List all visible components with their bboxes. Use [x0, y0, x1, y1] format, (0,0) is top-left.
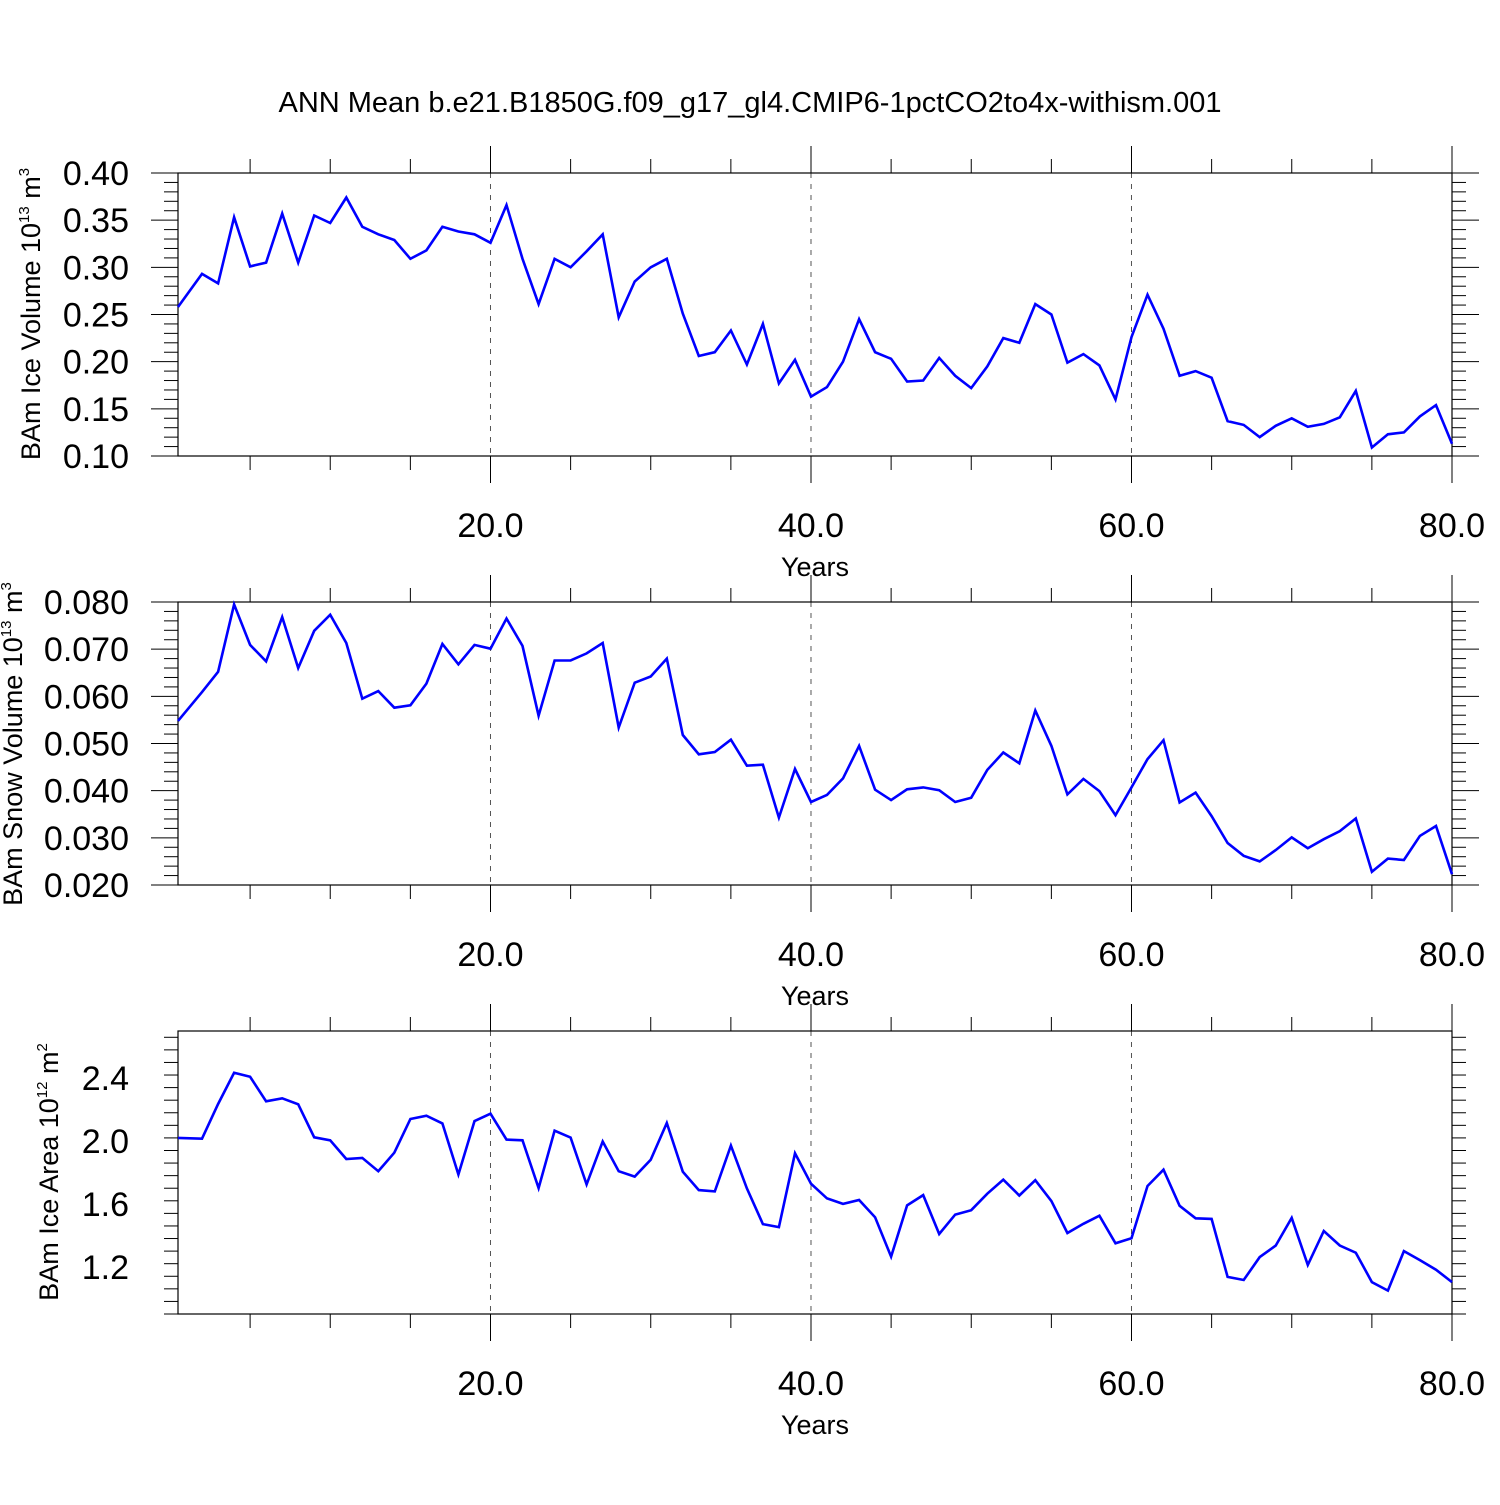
- chart-title: ANN Mean b.e21.B1850G.f09_g17_gl4.CMIP6-…: [278, 87, 1221, 119]
- y-axis-label: BAm Snow Volume 1013 m3: [0, 582, 28, 906]
- x-tick-label: 60.0: [1098, 507, 1164, 545]
- x-tick-label: 20.0: [457, 936, 523, 974]
- data-series-line: [177, 1071, 1453, 1293]
- plot-frame: [177, 1030, 1453, 1315]
- y-tick-label: 1.2: [82, 1249, 129, 1287]
- x-tick-label: 80.0: [1419, 936, 1485, 974]
- x-tick-label: 20.0: [457, 1365, 523, 1403]
- x-tick-label: 60.0: [1098, 1365, 1164, 1403]
- y-tick-label: 0.050: [44, 726, 129, 764]
- y-tick-label: 2.0: [82, 1123, 129, 1161]
- y-tick-label: 0.020: [44, 867, 129, 905]
- panel-2: 20.0 40.0 60.0 80.0 Years 0.020 0.030 0.040 0.05…: [0, 575, 1485, 1011]
- x-tick-label: 80.0: [1419, 507, 1485, 545]
- x-tick-label: 40.0: [778, 936, 844, 974]
- y-tick-label: 0.080: [44, 584, 129, 622]
- y-tick-label: 0.070: [44, 631, 129, 669]
- y-tick-label: 0.40: [63, 155, 129, 193]
- x-tick-label: 80.0: [1419, 1365, 1485, 1403]
- y-tick-label: 0.040: [44, 773, 129, 811]
- y-tick-label: 0.10: [63, 438, 129, 476]
- y-tick-label: 0.35: [63, 202, 129, 240]
- y-tick-label: 0.30: [63, 249, 129, 287]
- x-tick-label: 40.0: [778, 507, 844, 545]
- data-series-line: [176, 194, 1454, 450]
- y-tick-label: 1.6: [82, 1186, 129, 1224]
- x-axis-label: Years: [781, 981, 849, 1011]
- x-tick-label: 60.0: [1098, 936, 1164, 974]
- x-tick-label: 40.0: [778, 1365, 844, 1403]
- y-tick-label: 2.4: [82, 1060, 129, 1098]
- y-tick-label: 0.15: [63, 391, 129, 429]
- data-series-line: [177, 600, 1454, 875]
- y-tick-label: 0.060: [44, 678, 129, 716]
- panel-3: 20.0 40.0 60.0 80.0 Years 1.2 1.6 2.0 2.4 BAm Ice…: [34, 1004, 1485, 1440]
- y-axis-label: BAm Ice Volume 1013 m3: [16, 168, 46, 460]
- y-tick-label: 0.030: [44, 820, 129, 858]
- y-tick-label: 0.25: [63, 297, 129, 335]
- y-axis-label: BAm Ice Area 1012 m2: [34, 1043, 64, 1301]
- x-axis-label: Years: [781, 552, 849, 582]
- plot-frame: [177, 601, 1453, 886]
- y-tick-label: 0.20: [63, 344, 129, 382]
- plot-frame: [177, 172, 1453, 457]
- panel-1: 20.0 40.0 60.0 80.0 Years 0.10 0.15 0.20 0.25 0.3…: [16, 146, 1485, 582]
- x-tick-label: 20.0: [457, 507, 523, 545]
- x-axis-label: Years: [781, 1410, 849, 1440]
